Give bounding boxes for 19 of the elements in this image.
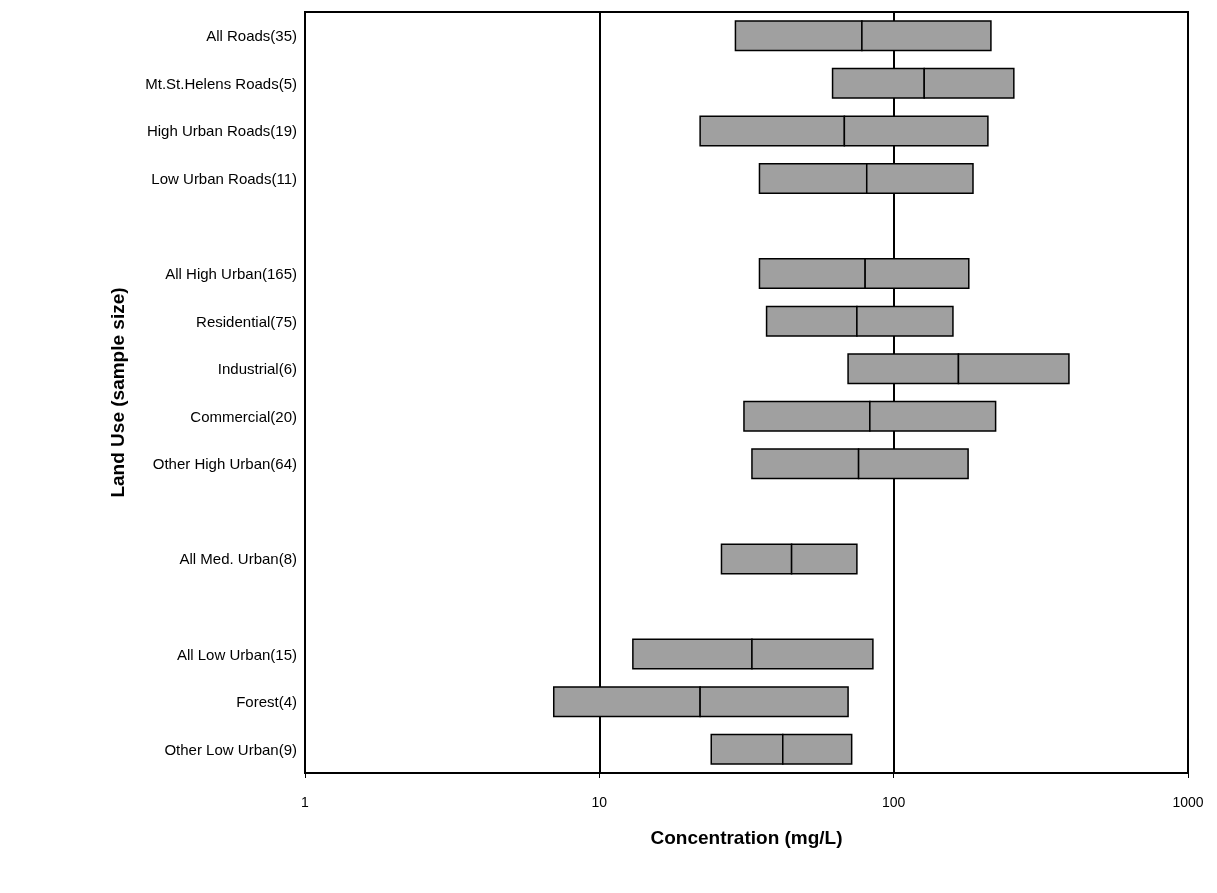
y-tick-label: Other High Urban(64) [152,455,297,473]
y-tick-label: Industrial(6) [217,360,297,378]
y-tick-label: Residential(75) [196,312,297,330]
x-axis-title: Concentration (mg/L) [650,827,843,848]
y-tick-label: High Urban Roads(19) [146,122,297,140]
x-tick-label: 100 [881,794,906,810]
y-axis-title: Land Use (sample size) [107,287,128,498]
x-tick-label: 10 [591,794,608,810]
y-tick-label: Low Urban Roads(11) [151,169,297,187]
y-tick-label: All Roads(35) [206,27,297,45]
y-tick-label: Mt.St.Helens Roads(5) [145,74,297,92]
y-tick-label: Commercial(20) [190,407,297,425]
y-tick-label: Other Low Urban(9) [164,740,297,758]
y-tick-label: All Med. Urban(8) [179,550,297,568]
y-tick-label: Forest(4) [236,693,297,711]
x-tick-label: 1000 [1172,794,1204,810]
x-tick-label: 1 [301,794,310,810]
y-tick-label: All High Urban(165) [165,265,297,283]
y-tick-label: All Low Urban(15) [176,645,297,663]
